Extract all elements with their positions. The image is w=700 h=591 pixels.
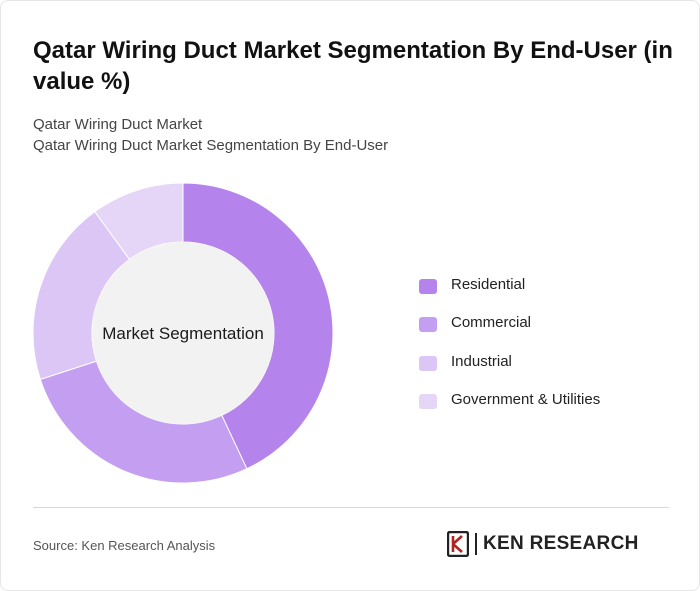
legend-label-government-utilities: Government & Utilities — [451, 391, 601, 409]
donut-center-label: Market Segmentation — [102, 324, 264, 343]
legend-item-industrial[interactable]: Industrial — [419, 342, 600, 381]
legend-item-commercial[interactable]: Commercial — [419, 304, 600, 343]
donut-slice-government-utilities[interactable] — [94, 182, 184, 261]
legend-swatch-commercial — [419, 317, 437, 333]
footer-divider — [33, 507, 669, 508]
ken-research-logo: KEN RESEARCH — [447, 531, 639, 557]
chart-subtitle: Qatar Wiring Duct Market Qatar Wiring Du… — [33, 114, 388, 156]
legend-label-industrial: Industrial — [451, 352, 512, 370]
logo-text: KEN RESEARCH — [483, 533, 639, 554]
donut-chart: Market Segmentation — [32, 182, 334, 484]
legend-swatch-government-utilities — [419, 394, 437, 410]
legend-label-residential: Residential — [451, 275, 526, 293]
chart-legend: Residential Commercial Industrial Governmen… — [419, 265, 600, 419]
chart-title: Qatar Wiring Duct Market Segmentation By… — [33, 37, 673, 95]
legend-item-government-utilities[interactable]: Government & Utilities — [419, 381, 600, 420]
donut-slices — [32, 182, 334, 484]
subtitle-line-1: Qatar Wiring Duct Market — [33, 116, 203, 133]
legend-swatch-residential — [419, 278, 437, 294]
donut-hole — [92, 242, 274, 424]
logo-separator — [475, 533, 477, 555]
legend-item-residential[interactable]: Residential — [419, 265, 600, 304]
subtitle-line-2: Qatar Wiring Duct Market Segmentation By… — [33, 137, 389, 154]
legend-label-commercial: Commercial — [451, 314, 532, 332]
ken-research-logo-icon — [447, 531, 469, 557]
source-note: Source: Ken Research Analysis — [33, 538, 216, 553]
legend-swatch-industrial — [419, 355, 437, 371]
